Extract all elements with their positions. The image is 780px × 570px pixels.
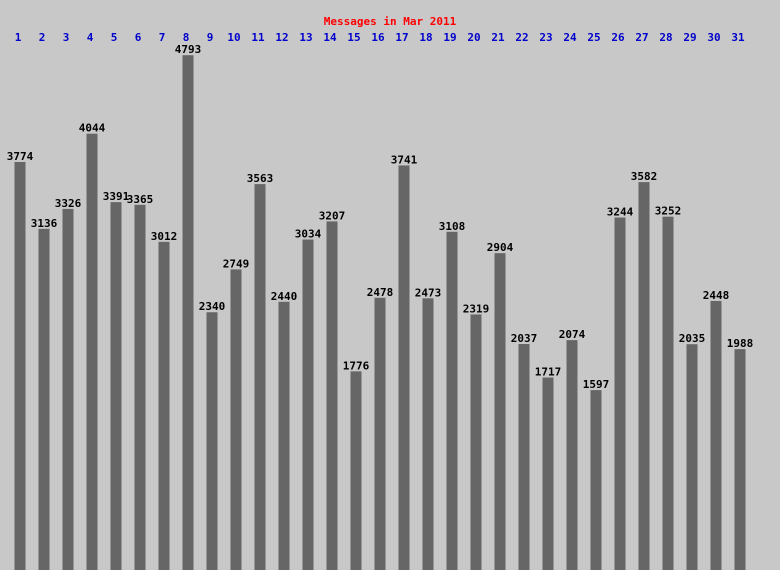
bar: [86, 133, 98, 570]
bar: [230, 269, 242, 570]
value-label: 3582: [631, 170, 658, 183]
x-tick-label: 29: [683, 31, 696, 44]
value-label: 3034: [295, 228, 322, 241]
bar: [326, 221, 338, 570]
value-label: 3741: [391, 153, 418, 166]
bar: [14, 161, 26, 570]
value-label: 2478: [367, 286, 394, 299]
bar: [422, 298, 434, 570]
bar: [350, 371, 362, 570]
bar: [134, 204, 146, 570]
value-label: 3136: [31, 217, 58, 230]
x-tick-label: 14: [323, 31, 337, 44]
x-tick-label: 23: [539, 31, 552, 44]
value-label: 3244: [607, 206, 634, 219]
x-tick-label: 18: [419, 31, 432, 44]
value-label: 3108: [439, 220, 466, 233]
bar: [254, 184, 266, 570]
bar: [566, 340, 578, 570]
value-label: 1717: [535, 366, 562, 379]
value-label: 4044: [79, 122, 106, 135]
value-label: 3207: [319, 209, 346, 222]
x-tick-label: 17: [395, 31, 408, 44]
bar: [398, 165, 410, 570]
x-tick-label: 8: [183, 31, 190, 44]
bar: [686, 344, 698, 570]
x-tick-label: 13: [299, 31, 312, 44]
x-tick-label: 31: [731, 31, 745, 44]
bar: [734, 349, 746, 570]
bar: [374, 297, 386, 570]
value-label: 3774: [7, 150, 34, 163]
x-tick-label: 4: [87, 31, 94, 44]
value-label: 1776: [343, 359, 370, 372]
x-tick-label: 26: [611, 31, 625, 44]
value-label: 3391: [103, 190, 130, 203]
bar: [62, 208, 74, 570]
value-label: 1988: [727, 337, 754, 350]
bar: [710, 300, 722, 570]
value-label: 2448: [703, 289, 730, 302]
bar: [182, 55, 194, 570]
x-tick-label: 25: [587, 31, 600, 44]
bar: [638, 182, 650, 570]
bar: [518, 343, 530, 570]
value-label: 2904: [487, 241, 514, 254]
value-label: 2037: [511, 332, 538, 345]
bar: [206, 312, 218, 570]
bar: [302, 239, 314, 570]
x-tick-label: 10: [227, 31, 240, 44]
x-tick-label: 22: [515, 31, 528, 44]
value-label: 3563: [247, 172, 274, 185]
bar: [470, 314, 482, 570]
value-label: 2340: [199, 300, 226, 313]
x-tick-label: 15: [347, 31, 360, 44]
x-tick-label: 19: [443, 31, 456, 44]
x-tick-label: 6: [135, 31, 142, 44]
bar: [278, 301, 290, 570]
x-tick-label: 24: [563, 31, 577, 44]
bar: [158, 241, 170, 570]
x-tick-label: 28: [659, 31, 672, 44]
bar: [662, 216, 674, 570]
value-label: 3326: [55, 197, 82, 210]
value-label: 2440: [271, 290, 298, 303]
x-tick-label: 21: [491, 31, 505, 44]
x-tick-label: 12: [275, 31, 288, 44]
value-label: 2749: [223, 257, 250, 270]
value-label: 2319: [463, 302, 490, 315]
bar: [542, 377, 554, 570]
bar: [494, 253, 506, 570]
value-label: 3365: [127, 193, 154, 206]
value-label: 4793: [175, 43, 202, 56]
value-label: 2473: [415, 286, 442, 299]
bar: [110, 202, 122, 570]
x-tick-label: 7: [159, 31, 166, 44]
x-tick-label: 20: [467, 31, 480, 44]
value-label: 2035: [679, 332, 706, 345]
x-tick-label: 16: [371, 31, 385, 44]
x-tick-label: 9: [207, 31, 214, 44]
bar: [614, 217, 626, 570]
value-label: 3252: [655, 205, 682, 218]
x-tick-label: 30: [707, 31, 720, 44]
x-tick-label: 3: [63, 31, 70, 44]
x-tick-label: 5: [111, 31, 118, 44]
value-label: 1597: [583, 378, 610, 391]
chart-title: Messages in Mar 2011: [324, 15, 457, 28]
bar: [590, 390, 602, 570]
bar: [38, 228, 50, 570]
x-tick-label: 27: [635, 31, 648, 44]
x-tick-label: 2: [39, 31, 46, 44]
x-tick-label: 11: [251, 31, 265, 44]
value-label: 3012: [151, 230, 178, 243]
x-tick-label: 1: [15, 31, 22, 44]
value-label: 2074: [559, 328, 586, 341]
bar: [446, 231, 458, 570]
